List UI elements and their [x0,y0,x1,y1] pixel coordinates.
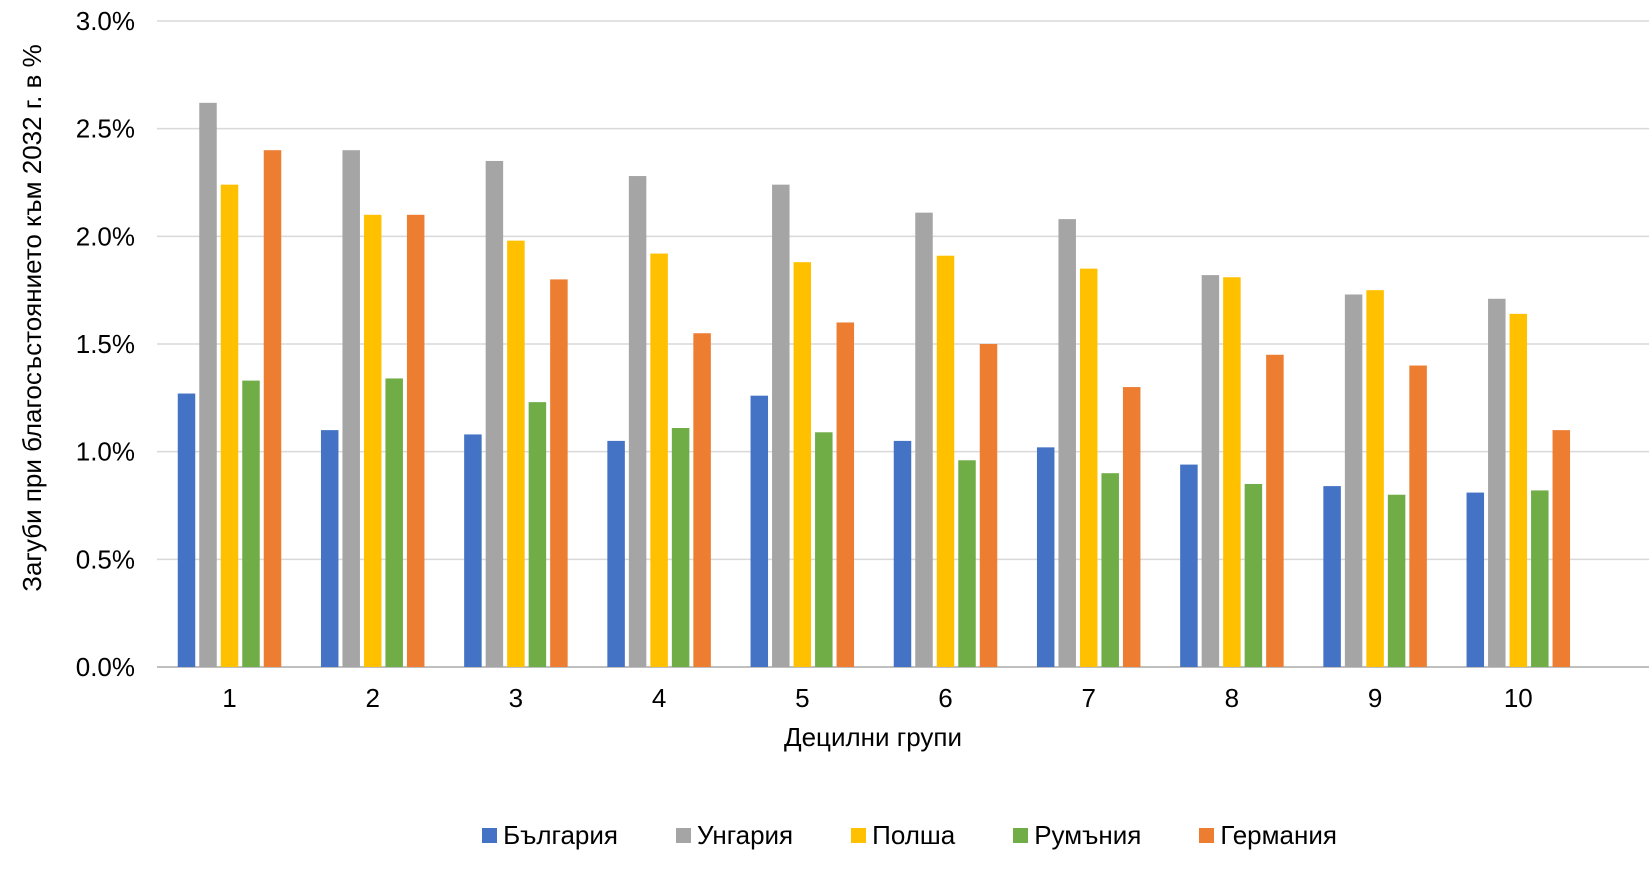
y-axis-title: Загуби при благосъстоянието към 2032 г. … [17,44,47,591]
bar-Унгария-1 [199,102,217,668]
x-tick-label: 7 [1081,683,1095,713]
legend-label: Румъния [1034,819,1142,850]
bar-Полша-8 [1223,277,1241,667]
bar-Унгария-6 [915,212,933,667]
x-tick-label: 3 [509,683,523,713]
bar-Унгария-9 [1344,294,1363,667]
bar-Румъния-3 [528,402,547,667]
legend-item: Румъния [1013,820,1141,851]
bar-Румъния-10 [1531,490,1549,667]
bar-Унгария-2 [342,150,360,667]
bar-Унгария-4 [628,176,647,668]
bar-Полша-9 [1366,290,1384,667]
legend-label: Унгария [696,819,794,850]
x-axis-title: Децилни групи [784,722,962,752]
bar-България-4 [607,440,625,667]
y-tick-label: 2.0% [76,221,135,251]
bar-Полша-5 [793,262,812,667]
bar-Германия-10 [1552,430,1571,667]
x-tick-label: 6 [938,683,952,713]
bar-България-5 [750,395,769,667]
y-axis-ticks: 0.0% 0.5% 1.0% 1.5% 2.0% 2.5% 3.0% [76,6,135,682]
bar-Румъния-4 [671,427,690,667]
x-tick-label: 4 [652,683,666,713]
legend-item: Германия [1199,820,1337,851]
bar-Германия-5 [836,322,855,667]
bar-Румъния-6 [958,460,976,667]
bar-България-7 [1036,447,1055,667]
bar-Унгария-3 [485,160,504,667]
y-tick-label: 2.5% [76,114,135,144]
x-tick-label: 8 [1225,683,1239,713]
bar-Румъния-2 [385,378,403,667]
bar-Полша-1 [220,184,239,668]
bar-Германия-7 [1122,387,1141,667]
bar-Германия-4 [693,333,711,667]
legend-swatch [851,827,867,843]
bar-България-10 [1466,492,1485,667]
bar-България-3 [464,434,482,667]
bar-Германия-9 [1409,365,1427,667]
y-tick-label: 1.5% [76,329,135,359]
bar-България-9 [1323,486,1341,667]
y-tick-label: 3.0% [76,6,135,36]
bar-Полша-2 [363,214,382,668]
legend-label: България [503,819,618,850]
y-tick-label: 0.0% [76,652,135,682]
bar-България-1 [177,393,196,667]
bar-Полша-10 [1509,313,1528,667]
x-tick-label: 2 [365,683,379,713]
x-tick-label: 5 [795,683,809,713]
bar-Румъния-9 [1387,494,1406,667]
bar-Германия-6 [979,344,998,667]
bar-България-8 [1180,464,1198,667]
bar-Унгария-8 [1201,275,1220,667]
bar-Румъния-7 [1101,473,1119,667]
legend-swatch [1013,827,1029,843]
bar-Германия-1 [263,150,282,667]
bar-Румъния-1 [242,380,260,667]
bar-България-6 [893,440,912,667]
legend-label: Полша [872,819,956,850]
bar-Унгария-10 [1488,298,1506,667]
bar-Полша-6 [936,255,955,668]
legend-swatch [1199,827,1215,843]
x-tick-label: 1 [222,683,236,713]
x-tick-label: 9 [1368,683,1382,713]
y-tick-label: 0.5% [76,544,135,574]
legend-item: България [482,820,618,851]
bar-Унгария-5 [772,184,790,668]
bar-Полша-4 [650,253,668,667]
legend-swatch [482,827,498,843]
bar-Германия-8 [1266,354,1284,667]
x-axis-ticks: 1 2 3 4 5 6 7 8 9 10 [222,683,1532,713]
bar-Полша-3 [507,240,525,667]
bar-Румъния-8 [1244,483,1263,667]
x-tick-label: 10 [1504,683,1533,713]
y-tick-label: 1.0% [76,437,135,467]
bar-Германия-2 [406,214,425,668]
bar-Румъния-5 [815,432,833,667]
legend-item: Полша [851,820,955,851]
bar-Германия-3 [550,279,568,667]
bar-България-2 [320,430,339,667]
legend: България Унгария Полша Румъния Германия [0,815,1649,855]
bar-Полша-7 [1079,268,1098,667]
bars [177,102,1571,668]
legend-item: Унгария [675,819,794,851]
bar-Унгария-7 [1058,219,1076,667]
legend-swatch [675,827,691,843]
legend-label: Германия [1220,819,1337,850]
